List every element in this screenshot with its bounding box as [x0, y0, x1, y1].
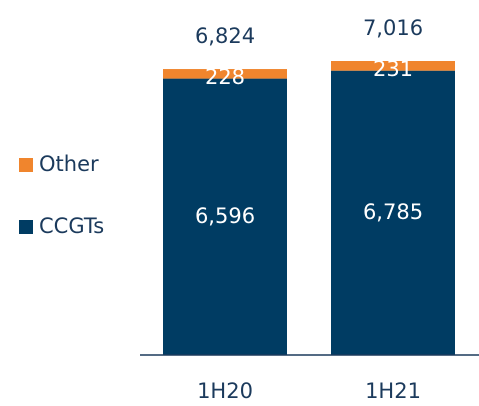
- bar-segment: [163, 69, 287, 79]
- segment-label: 6,785: [363, 200, 423, 224]
- bar-segment: [163, 78, 287, 356]
- total-label: 7,016: [363, 16, 423, 40]
- segment-label: 228: [205, 65, 245, 89]
- x-tick-label: 1H21: [365, 379, 421, 403]
- legend-swatch: [19, 220, 33, 234]
- bar-segment: [331, 70, 455, 356]
- bar-segment: [331, 61, 455, 71]
- total-label: 6,824: [195, 24, 255, 48]
- segment-label: 231: [373, 57, 413, 81]
- segment-label: 6,596: [195, 204, 255, 228]
- legend-label: Other: [39, 152, 99, 176]
- x-tick-label: 1H20: [197, 379, 253, 403]
- legend-label: CCGTs: [39, 214, 104, 238]
- legend-swatch: [19, 158, 33, 172]
